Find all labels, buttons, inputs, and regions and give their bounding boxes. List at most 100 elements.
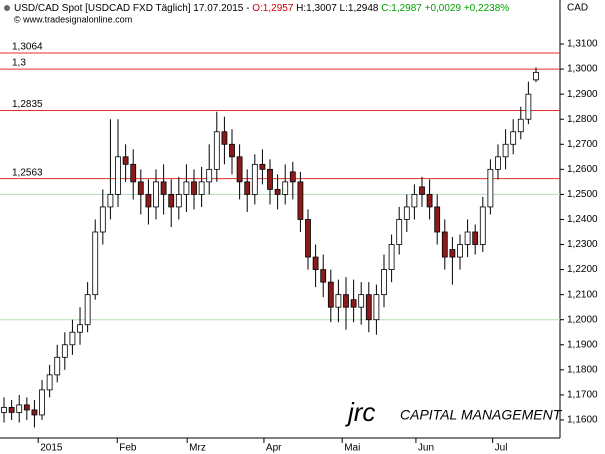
- y-tick-label: 1,3100: [567, 39, 598, 50]
- candle-body: [229, 143, 235, 158]
- candle-body: [365, 294, 372, 321]
- x-tick-label: Jul: [495, 443, 508, 454]
- candle-body: [221, 131, 228, 145]
- y-tick-label: 1,2300: [567, 239, 598, 250]
- candle-body: [183, 181, 190, 195]
- candle-body: [251, 163, 258, 195]
- candle-body: [274, 188, 281, 195]
- candle-body: [320, 269, 327, 283]
- candle-body: [267, 168, 273, 190]
- y-tick-label: 1,2100: [567, 289, 598, 300]
- candle-body: [533, 71, 539, 81]
- candle-body: [23, 404, 30, 411]
- candle-body: [472, 231, 479, 245]
- chart-title: USD/CAD Spot [USDCAD FXD Täglich] 17.07.…: [14, 3, 509, 14]
- candle-body: [153, 181, 159, 208]
- title-part: C:1,2987 +0,0029 +0,2238%: [381, 3, 509, 14]
- candle-body: [350, 299, 357, 308]
- candle-body: [77, 324, 83, 333]
- candle-body: [130, 163, 137, 183]
- title-icon: [4, 5, 10, 11]
- candle-body: [282, 181, 289, 195]
- candle-body: [168, 194, 175, 208]
- x-tick-label: Mrz: [189, 443, 206, 454]
- candle-body: [517, 118, 524, 133]
- y-tick-label: 1,2700: [567, 139, 598, 150]
- level-label: 1,2835: [12, 99, 43, 110]
- candle-body: [145, 194, 152, 208]
- candle-body: [99, 206, 106, 233]
- candle-body: [8, 407, 15, 413]
- candle-body: [46, 374, 53, 391]
- title-part: H:1,3007 L:1,2948: [293, 3, 381, 14]
- candle-body: [191, 181, 197, 195]
- x-tick-label: Mai: [344, 443, 360, 454]
- candle-body: [297, 181, 304, 220]
- candle-body: [198, 181, 205, 195]
- candle-body: [31, 409, 38, 416]
- source: © www.tradesignalonline.com: [14, 14, 132, 24]
- logo: jrc CAPITAL MANAGEMENT: [345, 397, 563, 427]
- x-tick-label: Apr: [266, 443, 282, 454]
- candle-body: [175, 194, 182, 208]
- candle-body: [305, 219, 311, 258]
- candle-body: [327, 281, 334, 308]
- candle-body: [510, 131, 517, 145]
- y-tick-label: 1,2900: [567, 89, 598, 100]
- candle-body: [464, 231, 471, 245]
- y-tick-label: 1,1700: [567, 390, 598, 401]
- candle-body: [107, 194, 114, 208]
- candle-body: [92, 231, 99, 296]
- y-tick-label: 1,2800: [567, 114, 598, 125]
- candle-body: [381, 269, 387, 296]
- y-tick-label: 1,1800: [567, 364, 598, 375]
- y-tick-label: 1,2400: [567, 214, 598, 225]
- level-label: 1,3: [12, 58, 26, 69]
- candle-body: [396, 219, 403, 245]
- candle-body: [502, 143, 509, 158]
- candle-body: [84, 294, 91, 326]
- title-part: USD/CAD Spot [USDCAD FXD Täglich] 17.07.…: [14, 3, 252, 14]
- candle-body: [16, 404, 23, 413]
- candle-body: [39, 389, 45, 416]
- candle-body: [441, 231, 448, 258]
- candle-body: [335, 294, 342, 308]
- y-tick-label: 1,2500: [567, 189, 598, 200]
- candle-body: [122, 156, 129, 165]
- candle-body: [449, 249, 456, 258]
- candle-body: [434, 206, 441, 233]
- candle-body: [419, 186, 425, 195]
- candle-body: [358, 294, 365, 308]
- candle-body: [244, 181, 251, 195]
- candle-body: [289, 171, 296, 183]
- candle-body: [525, 93, 532, 120]
- x-tick-label: Feb: [119, 443, 137, 454]
- title-part: O:1,2957: [252, 3, 294, 14]
- candle-body: [312, 256, 319, 270]
- candle-body: [259, 163, 266, 170]
- level-label: 1,3064: [12, 42, 43, 53]
- candle-body: [160, 181, 167, 195]
- y-tick-label: 1,1900: [567, 339, 598, 350]
- y-axis-label: CAD: [567, 3, 588, 14]
- candle-body: [1, 407, 7, 413]
- candle-body: [487, 168, 494, 208]
- y-tick-label: 1,2600: [567, 164, 598, 175]
- candle-body: [426, 194, 433, 208]
- candle-body: [403, 206, 410, 220]
- candle-body: [137, 181, 144, 195]
- y-tick-label: 1,1600: [567, 415, 598, 426]
- candle-body: [495, 156, 501, 170]
- logo-text: CAPITAL MANAGEMENT: [400, 407, 563, 423]
- candle-body: [236, 156, 243, 183]
- candle-body: [479, 206, 486, 245]
- y-tick-label: 1,2200: [567, 264, 598, 275]
- y-tick-label: 1,3000: [567, 64, 598, 75]
- candle-body: [115, 156, 121, 195]
- candle-body: [457, 244, 463, 258]
- x-tick-label: Jun: [418, 443, 434, 454]
- candle-body: [373, 294, 380, 321]
- candle-body: [411, 194, 418, 208]
